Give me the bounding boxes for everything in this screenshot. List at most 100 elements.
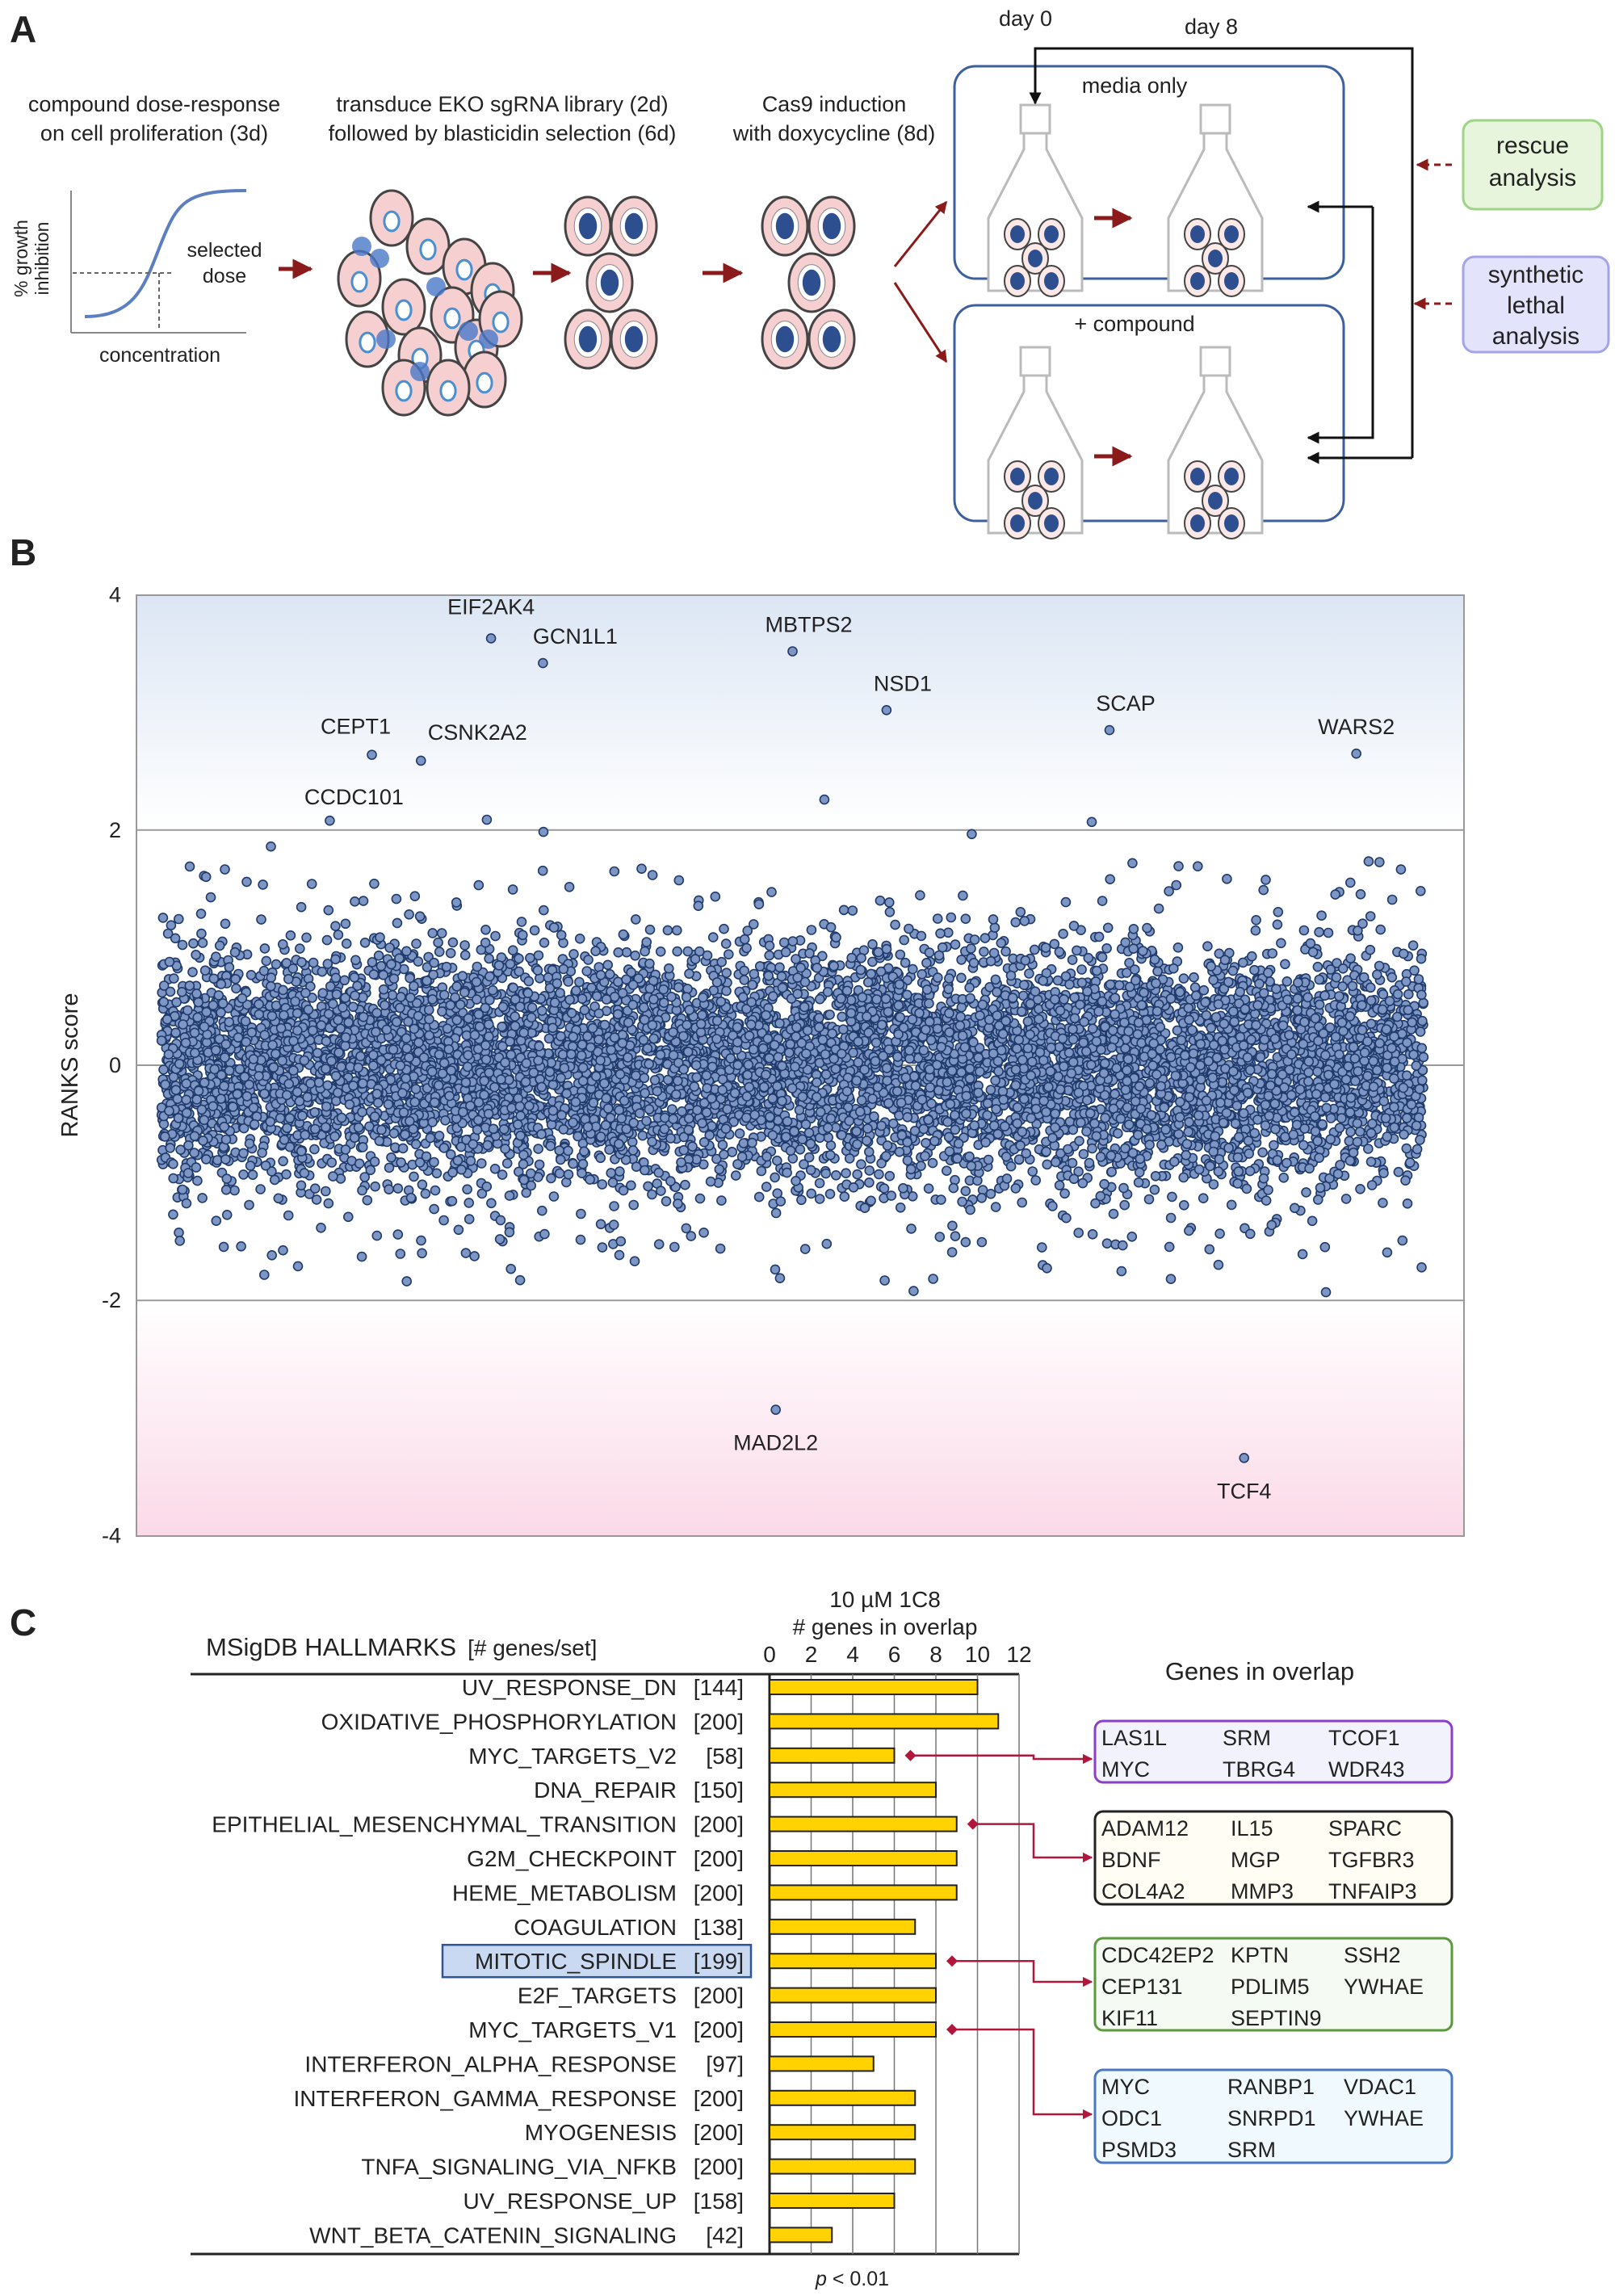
data-point bbox=[184, 861, 195, 872]
nucleus-icon bbox=[1190, 225, 1205, 243]
nucleus-icon bbox=[802, 269, 821, 296]
data-point bbox=[462, 1184, 472, 1194]
data-point bbox=[640, 1088, 651, 1098]
data-point bbox=[1214, 1228, 1225, 1239]
data-point bbox=[1076, 964, 1087, 975]
data-point bbox=[1202, 941, 1213, 951]
top-band bbox=[136, 595, 1464, 830]
nucleus-icon bbox=[1044, 468, 1059, 485]
data-point bbox=[1272, 919, 1283, 930]
nucleus-icon bbox=[443, 307, 461, 329]
nucleus-icon bbox=[775, 325, 795, 353]
nucleus-icon bbox=[1208, 250, 1223, 267]
data-point bbox=[614, 1249, 625, 1261]
data-point bbox=[1172, 942, 1184, 953]
data-point bbox=[365, 1165, 376, 1176]
data-point bbox=[229, 1185, 240, 1196]
data-point bbox=[1375, 924, 1386, 935]
data-point bbox=[1411, 1060, 1422, 1071]
data-point bbox=[942, 1165, 952, 1176]
data-point bbox=[529, 925, 540, 936]
data-point bbox=[211, 1215, 222, 1226]
data-point bbox=[1015, 907, 1026, 917]
data-point bbox=[255, 1184, 266, 1194]
synthetic-line2: lethal bbox=[1507, 292, 1565, 319]
data-point bbox=[944, 1146, 955, 1156]
data-point bbox=[1101, 1238, 1113, 1249]
data-point bbox=[463, 1013, 474, 1024]
data-point bbox=[1313, 1194, 1323, 1205]
dose-response-plot: % growth inhibition selected dose concen… bbox=[10, 189, 262, 367]
data-point bbox=[730, 1170, 741, 1181]
data-point bbox=[436, 928, 447, 938]
data-point bbox=[238, 1169, 249, 1180]
media-only-label: media only bbox=[1082, 73, 1188, 98]
data-point bbox=[244, 1138, 255, 1149]
data-point bbox=[806, 925, 817, 935]
nucleus-icon bbox=[1044, 514, 1059, 532]
data-point bbox=[220, 918, 231, 930]
data-point bbox=[766, 887, 777, 897]
data-point bbox=[976, 1193, 987, 1203]
data-point bbox=[534, 1159, 545, 1170]
data-point bbox=[1407, 940, 1419, 951]
data-point bbox=[856, 1159, 866, 1169]
data-point bbox=[586, 982, 597, 993]
data-point bbox=[459, 950, 471, 960]
data-point bbox=[1319, 1241, 1331, 1253]
data-point bbox=[947, 1220, 958, 1232]
data-point bbox=[609, 1201, 619, 1211]
data-point bbox=[434, 947, 445, 957]
data-point bbox=[309, 1183, 321, 1194]
data-point bbox=[719, 923, 729, 934]
data-point bbox=[1114, 980, 1125, 991]
data-point bbox=[392, 1183, 404, 1194]
data-point bbox=[497, 1022, 507, 1032]
data-point bbox=[451, 897, 462, 908]
data-point bbox=[230, 974, 241, 984]
dose-ylabel-2: inhibition bbox=[31, 222, 52, 296]
data-point bbox=[716, 1195, 727, 1206]
step3-line2: with doxycycline (8d) bbox=[732, 121, 936, 145]
data-point bbox=[358, 896, 369, 906]
data-point bbox=[490, 930, 501, 942]
data-point bbox=[494, 1234, 505, 1245]
data-point bbox=[707, 932, 719, 942]
data-point bbox=[1106, 1166, 1117, 1177]
data-point bbox=[266, 841, 276, 852]
nucleus-icon bbox=[1044, 225, 1059, 243]
day0-label: day 0 bbox=[999, 6, 1052, 31]
data-point bbox=[739, 934, 750, 945]
data-point bbox=[686, 1231, 697, 1241]
data-point bbox=[505, 1263, 517, 1274]
selected-dose-1: selected bbox=[187, 239, 262, 262]
data-point bbox=[414, 911, 426, 921]
synthetic-lethal-box bbox=[1462, 255, 1610, 354]
data-point bbox=[814, 1177, 825, 1189]
data-point bbox=[673, 1198, 683, 1209]
cell-illustrations bbox=[337, 189, 856, 417]
data-point bbox=[1258, 884, 1269, 896]
data-point bbox=[895, 949, 906, 960]
data-point bbox=[384, 942, 395, 953]
data-point bbox=[644, 958, 655, 969]
nucleus-icon bbox=[1010, 225, 1025, 243]
nucleus-icon bbox=[1010, 272, 1025, 290]
nucleus-icon bbox=[395, 380, 413, 402]
data-point bbox=[636, 863, 647, 874]
data-point bbox=[1060, 896, 1072, 908]
data-point bbox=[359, 938, 371, 948]
data-point bbox=[841, 1168, 851, 1178]
synthetic-line3: analysis bbox=[1492, 323, 1579, 350]
data-point bbox=[917, 969, 927, 980]
flask-illustrations bbox=[987, 103, 1264, 539]
data-point bbox=[886, 1190, 897, 1201]
data-point bbox=[231, 983, 241, 994]
data-point bbox=[1083, 952, 1094, 963]
data-point bbox=[1165, 1212, 1177, 1224]
data-point bbox=[1058, 929, 1068, 939]
data-point bbox=[294, 943, 305, 954]
arrow-icon bbox=[893, 282, 948, 363]
virus-icon bbox=[370, 249, 389, 268]
